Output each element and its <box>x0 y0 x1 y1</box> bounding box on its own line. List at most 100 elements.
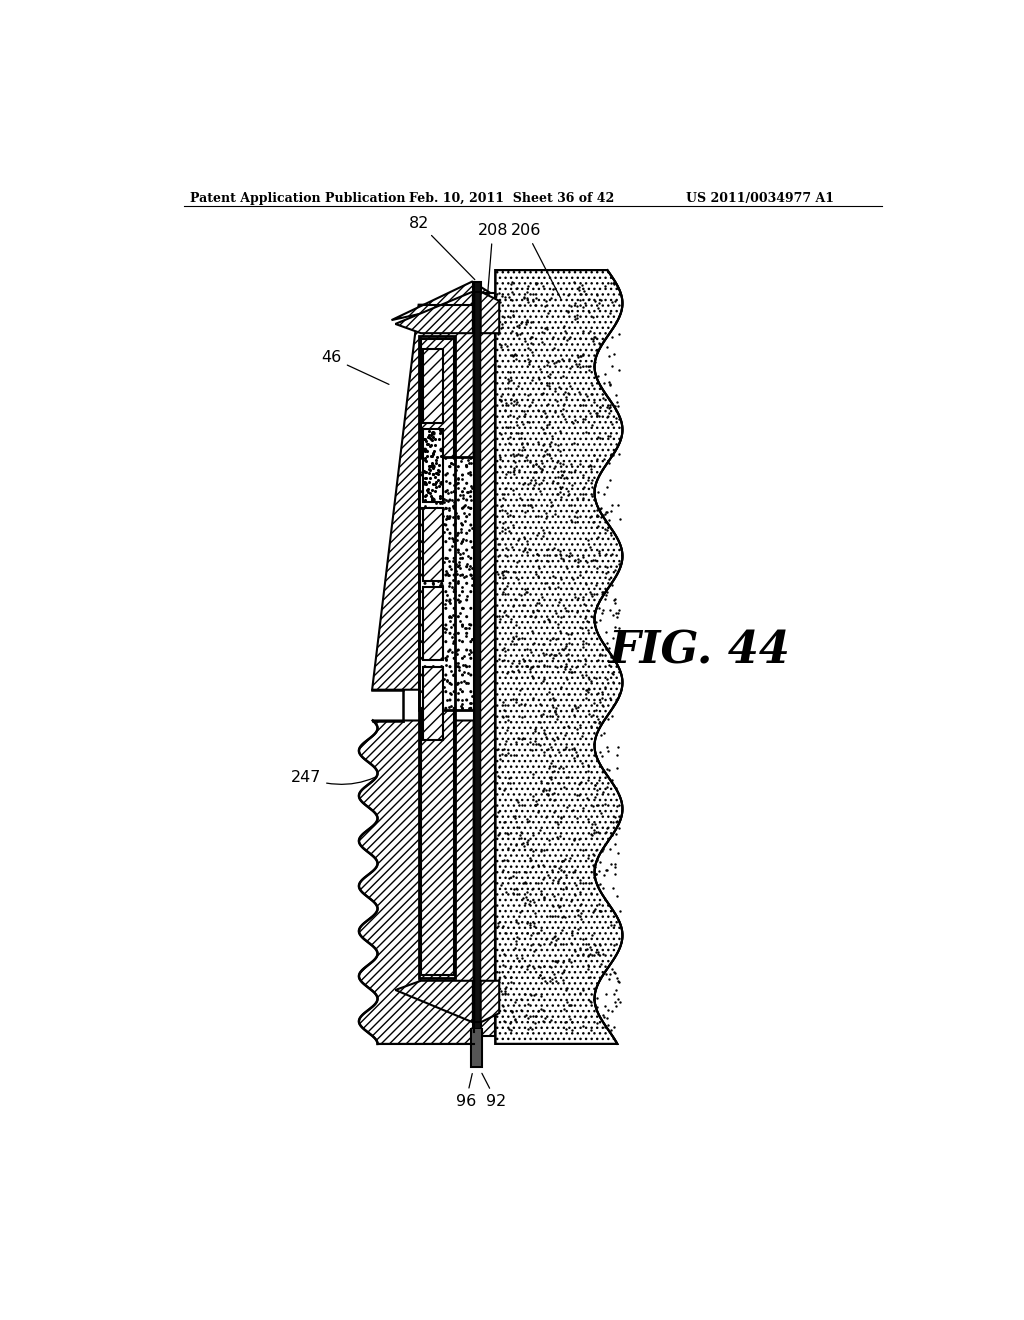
Point <box>577 408 593 429</box>
Point <box>529 656 546 677</box>
Point <box>510 444 526 465</box>
Point <box>596 372 612 393</box>
Point <box>546 352 562 374</box>
Point <box>543 768 559 789</box>
Point <box>493 457 509 478</box>
Point <box>531 651 548 672</box>
Point <box>527 721 544 742</box>
Point <box>551 642 567 663</box>
Point <box>570 587 587 609</box>
Point <box>590 942 606 964</box>
Point <box>442 684 459 705</box>
Point <box>582 582 598 603</box>
Point <box>490 801 507 822</box>
Point <box>426 619 442 640</box>
Point <box>524 824 541 845</box>
Point <box>460 482 476 503</box>
Point <box>502 306 518 327</box>
Point <box>417 449 433 470</box>
Point <box>583 321 599 342</box>
Point <box>531 711 548 733</box>
Point <box>535 643 551 664</box>
Point <box>609 886 626 907</box>
Point <box>557 321 573 342</box>
Point <box>595 504 611 525</box>
Point <box>535 469 551 490</box>
Point <box>431 475 447 496</box>
Point <box>520 395 537 416</box>
Point <box>558 991 574 1012</box>
Point <box>528 454 545 475</box>
Point <box>419 441 435 462</box>
Point <box>549 826 565 847</box>
Point <box>538 928 554 949</box>
Point <box>561 847 578 869</box>
Point <box>549 952 565 973</box>
Point <box>527 606 544 627</box>
Point <box>520 384 537 405</box>
Point <box>432 620 449 642</box>
Point <box>581 469 597 490</box>
Point <box>418 615 434 636</box>
Point <box>432 511 449 532</box>
Point <box>417 586 433 607</box>
Point <box>504 345 520 366</box>
Point <box>450 643 466 664</box>
Point <box>495 954 511 975</box>
Point <box>500 378 516 399</box>
Point <box>559 284 575 305</box>
Point <box>516 836 532 857</box>
Point <box>417 671 433 692</box>
Point <box>425 573 441 594</box>
Point <box>573 726 590 747</box>
Point <box>499 882 515 903</box>
Point <box>523 391 540 412</box>
Point <box>502 772 518 793</box>
Point <box>516 286 532 308</box>
Point <box>592 935 608 956</box>
Point <box>415 693 431 714</box>
Point <box>541 577 557 598</box>
Point <box>426 595 442 616</box>
Point <box>493 334 509 355</box>
Point <box>417 484 433 506</box>
Point <box>497 999 513 1020</box>
Point <box>504 536 520 557</box>
Point <box>532 920 549 941</box>
Point <box>507 805 523 826</box>
Point <box>422 436 438 457</box>
Point <box>451 591 467 612</box>
Point <box>417 647 433 668</box>
Point <box>585 512 601 533</box>
Point <box>599 502 615 523</box>
Point <box>446 475 463 496</box>
Point <box>595 388 611 409</box>
Point <box>577 607 593 628</box>
Point <box>579 599 595 620</box>
Point <box>594 696 610 717</box>
Point <box>596 676 612 697</box>
Point <box>595 581 611 602</box>
Point <box>579 385 595 407</box>
Point <box>444 536 461 557</box>
Point <box>443 490 460 511</box>
Point <box>606 915 623 936</box>
Point <box>543 288 559 309</box>
Point <box>509 414 525 436</box>
Point <box>568 506 585 527</box>
Point <box>583 507 599 528</box>
Point <box>422 589 438 610</box>
Point <box>570 828 587 849</box>
Point <box>490 533 507 554</box>
Point <box>511 487 527 508</box>
Point <box>587 898 603 919</box>
Point <box>499 576 515 597</box>
Point <box>509 391 525 412</box>
Point <box>609 392 626 413</box>
Point <box>518 832 535 853</box>
Point <box>458 566 474 587</box>
Point <box>523 620 540 642</box>
Point <box>522 488 539 510</box>
Point <box>425 444 441 465</box>
Point <box>556 326 572 347</box>
